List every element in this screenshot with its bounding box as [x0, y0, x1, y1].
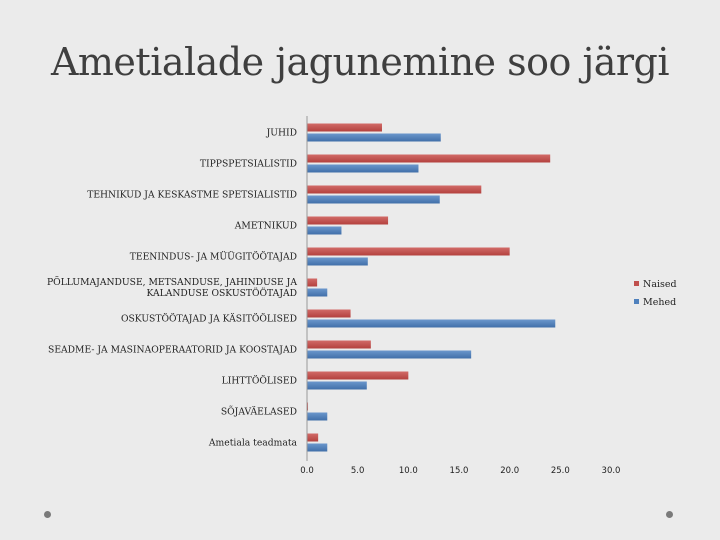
- slide-title: Ametialade jagunemine soo järgi: [50, 40, 670, 84]
- bar-mehed-9: [307, 412, 328, 421]
- bar-mehed-3: [307, 226, 342, 235]
- bar-naised-8: [307, 371, 409, 380]
- x-tick-label-0: 0.0: [300, 466, 314, 476]
- bar-naised-6: [307, 309, 351, 318]
- bar-mehed-4: [307, 257, 368, 266]
- x-tick-label-5: 25.0: [551, 466, 570, 476]
- bar-naised-2: [307, 185, 482, 194]
- bar-naised-3: [307, 216, 389, 225]
- category-labels: JUHID TIPPSPETSIALISTID TEHNIKUD JA KESKAS…: [47, 128, 298, 449]
- x-tick-label-4: 20.0: [500, 466, 519, 476]
- bar-naised-1: [307, 154, 551, 163]
- x-tick-label-6: 30.0: [602, 466, 621, 476]
- category-label-10: Ametiala teadmata: [208, 438, 298, 449]
- bar-mehed-6: [307, 319, 556, 328]
- category-label-5: PÕLLUMAJANDUSE, METSANDUSE, JAHINDUSE JA…: [47, 276, 297, 299]
- bar-mehed-10: [307, 443, 328, 452]
- bar-naised-9: [307, 402, 309, 411]
- category-label-1: TIPPSPETSIALISTID: [200, 159, 297, 170]
- bar-naised-4: [307, 247, 510, 256]
- category-label-2: TEHNIKUD JA KESKASTME SPETSIALISTID: [87, 190, 297, 201]
- bar-naised-7: [307, 340, 371, 349]
- x-tick-labels: 0.0 5.0 10.0 15.0 20.0 25.0 30.0: [300, 466, 620, 476]
- bar-mehed-0: [307, 133, 441, 142]
- bar-mehed-7: [307, 350, 472, 359]
- slide-bullet-dot-right: [666, 511, 673, 518]
- slide-bullet-dot-left: [44, 511, 51, 518]
- legend-swatch-naised: [634, 281, 639, 286]
- bars-group: [306, 116, 556, 461]
- bar-naised-5: [307, 278, 318, 287]
- legend-label-mehed: Mehed: [643, 297, 676, 308]
- category-label-6: OSKUSTÖÖTAJAD JA KÄSITÖÖLISED: [121, 313, 297, 325]
- x-tick-label-2: 10.0: [399, 466, 418, 476]
- x-tick-label-1: 5.0: [351, 466, 365, 476]
- legend-label-naised: Naised: [643, 279, 677, 290]
- bar-naised-10: [307, 433, 319, 442]
- legend: Naised Mehed: [634, 279, 677, 308]
- x-tick-label-3: 15.0: [450, 466, 469, 476]
- bar-mehed-1: [307, 164, 419, 173]
- category-label-8: LIHTTÖÖLISED: [222, 375, 297, 387]
- bar-naised-0: [307, 123, 382, 132]
- legend-swatch-mehed: [634, 299, 639, 304]
- category-label-7: SEADME- JA MASINAOPERAATORID JA KOOSTAJA…: [48, 345, 297, 356]
- category-label-9: SÕJAVÄELASED: [221, 406, 297, 418]
- bar-mehed-5: [307, 288, 328, 297]
- bar-mehed-2: [307, 195, 440, 204]
- category-label-3: AMETNIKUD: [234, 221, 297, 232]
- category-label-4: TEENINDUS- JA MÜÜGITÖÖTAJAD: [130, 251, 297, 263]
- category-label-0: JUHID: [266, 128, 297, 139]
- bar-mehed-8: [307, 381, 367, 390]
